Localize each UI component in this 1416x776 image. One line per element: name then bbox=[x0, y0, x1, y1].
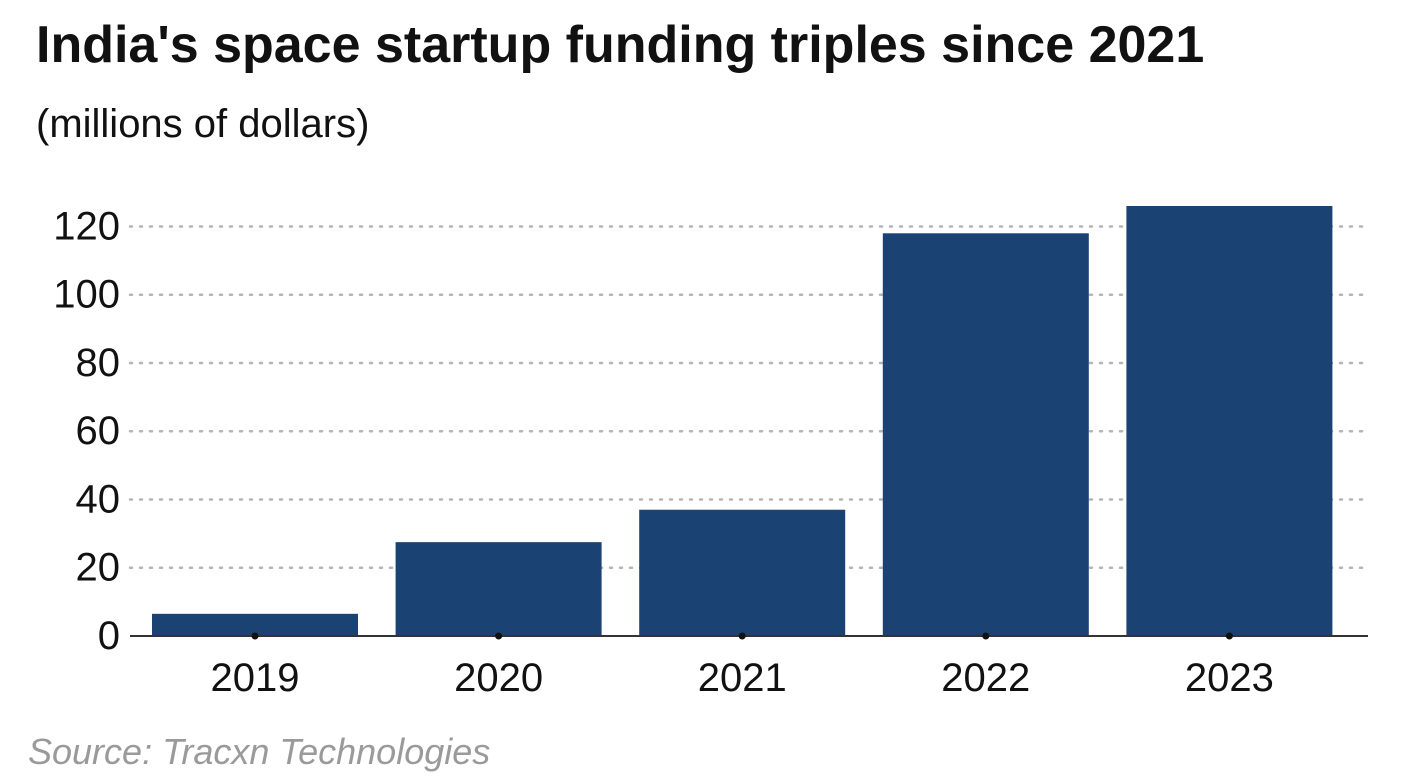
x-tick-labels: 2019 2020 2021 2022 2023 bbox=[211, 656, 1274, 700]
x-tick-mark bbox=[495, 632, 503, 640]
bar-chart: 0 20 40 60 80 100 120 2019 2020 2021 2022 2023 bbox=[53, 204, 1370, 700]
x-axis bbox=[130, 632, 1368, 640]
source-note: Source: Tracxn Technologies bbox=[28, 731, 491, 772]
x-tick-label: 2020 bbox=[454, 656, 543, 700]
x-tick-label: 2023 bbox=[1185, 656, 1274, 700]
y-tick-label: 20 bbox=[76, 546, 121, 590]
bar-2023 bbox=[1126, 206, 1333, 636]
y-tick-label: 40 bbox=[76, 477, 121, 521]
x-tick-mark bbox=[1225, 632, 1233, 640]
y-tick-labels: 0 20 40 60 80 100 120 bbox=[53, 204, 120, 658]
chart-title: India's space startup funding triples si… bbox=[36, 16, 1205, 74]
y-tick-label: 120 bbox=[53, 204, 120, 248]
bar-2020 bbox=[395, 542, 602, 636]
x-tick-mark bbox=[251, 632, 259, 640]
bar-2021 bbox=[639, 509, 846, 636]
bar-2019 bbox=[152, 613, 358, 636]
x-tick-label: 2022 bbox=[941, 656, 1030, 700]
bars bbox=[152, 206, 1333, 637]
x-tick-mark bbox=[738, 632, 746, 640]
y-tick-label: 80 bbox=[76, 341, 121, 385]
y-tick-label: 0 bbox=[98, 614, 120, 658]
chart-subtitle: (millions of dollars) bbox=[36, 102, 370, 146]
x-tick-label: 2021 bbox=[698, 656, 787, 700]
x-tick-label: 2019 bbox=[211, 656, 300, 700]
bar-2022 bbox=[882, 233, 1089, 637]
y-tick-label: 100 bbox=[53, 273, 120, 317]
y-tick-label: 60 bbox=[76, 409, 121, 453]
x-tick-mark bbox=[982, 632, 990, 640]
